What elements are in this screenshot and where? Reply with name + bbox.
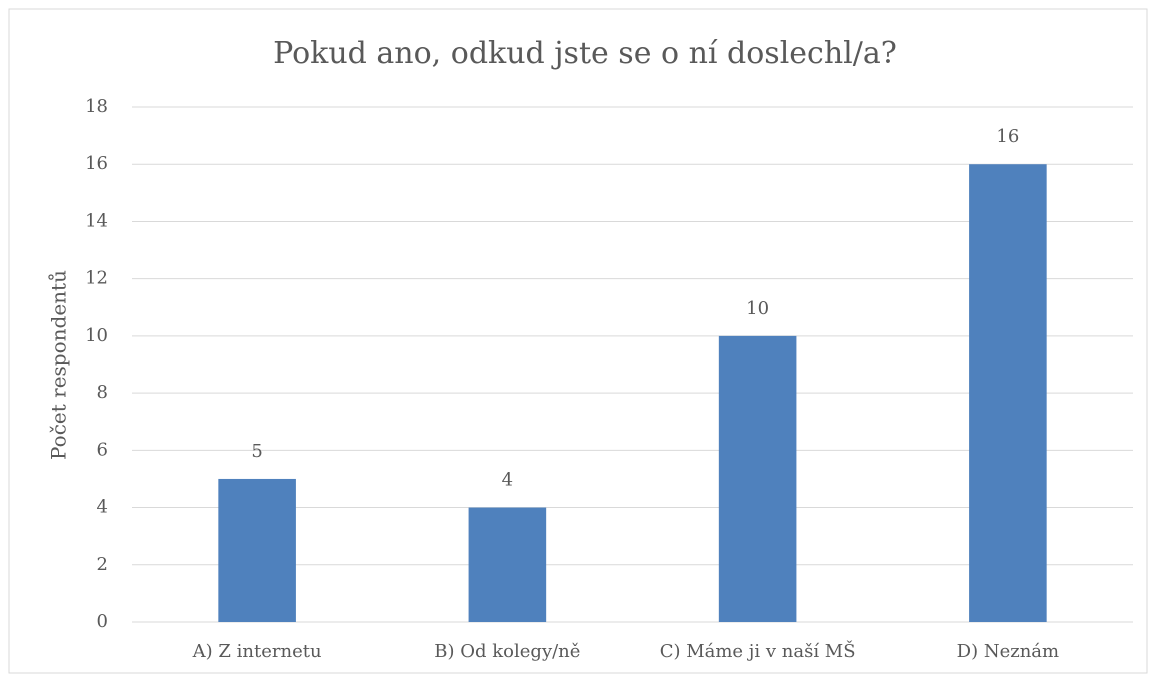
y-tick-label: 16 [85, 153, 108, 174]
x-tick-label: A) Z internetu [192, 641, 322, 662]
bar [718, 335, 797, 622]
bar [218, 478, 296, 622]
x-tick-label: C) Máme ji v naší MŠ [660, 639, 856, 662]
y-tick-label: 4 [97, 497, 108, 518]
data-label: 5 [251, 441, 262, 462]
bar [969, 164, 1047, 622]
x-tick-label: D) Neznám [957, 641, 1059, 662]
bar [468, 507, 547, 622]
chart-border [8, 8, 1148, 674]
y-tick-label: 12 [85, 268, 108, 289]
y-tick-label: 2 [97, 554, 108, 575]
data-label: 4 [502, 470, 513, 491]
y-tick-label: 10 [85, 325, 108, 346]
y-tick-label: 18 [85, 96, 108, 117]
y-tick-label: 8 [97, 382, 108, 403]
y-tick-label: 6 [97, 439, 108, 460]
y-axis-label: Počet respondentů [47, 270, 71, 460]
x-tick-label: B) Od kolegy/ně [434, 641, 580, 662]
data-label: 10 [746, 298, 769, 319]
data-label: 16 [996, 126, 1019, 147]
y-tick-label: 0 [97, 611, 108, 632]
chart-title: Pokud ano, odkud jste se o ní doslechl/a… [273, 36, 897, 71]
y-tick-label: 14 [85, 210, 108, 231]
